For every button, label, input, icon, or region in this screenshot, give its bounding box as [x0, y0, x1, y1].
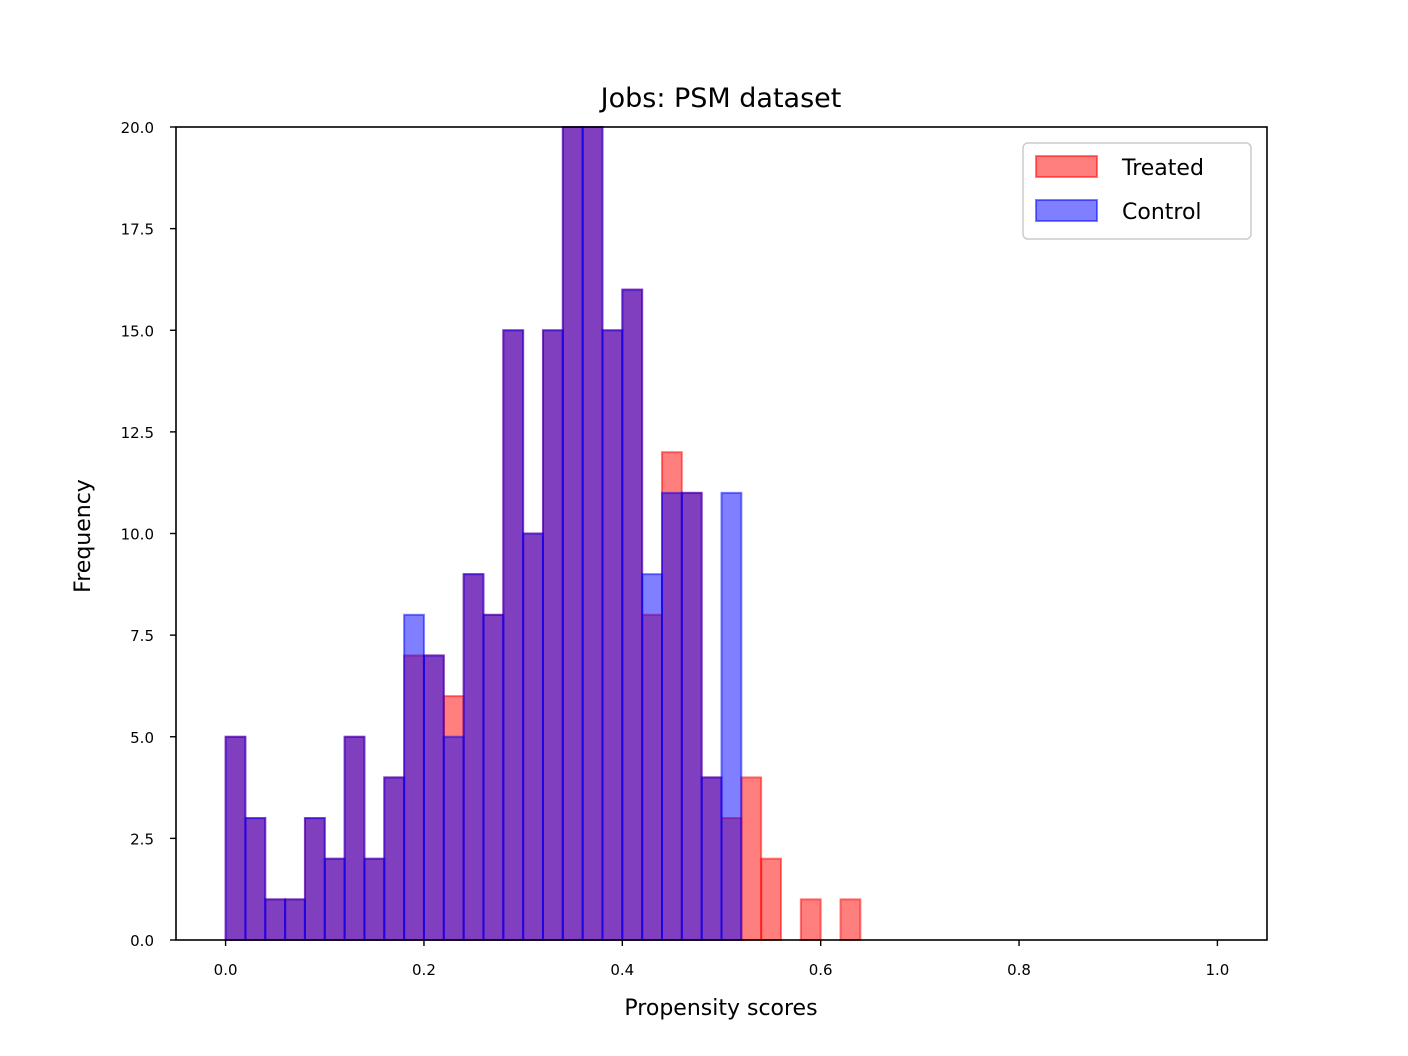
y-tick-label: 17.5 [121, 221, 154, 239]
bar-control [720, 491, 743, 941]
x-tick-label: 0.4 [610, 961, 634, 979]
x-tick-label: 0.2 [412, 961, 436, 979]
x-tick-label: 0.0 [214, 961, 238, 979]
x-axis-label: Propensity scores [624, 996, 817, 1021]
y-tick-label: 5.0 [130, 729, 154, 747]
bar-control [482, 613, 505, 941]
chart-title: Jobs: PSM dataset [599, 83, 842, 114]
bar-control [303, 817, 326, 941]
y-axis-label: Frequency [71, 479, 96, 593]
bar-control [343, 735, 366, 941]
y-tick-label: 12.5 [121, 424, 154, 442]
legend-swatch-control [1035, 199, 1098, 222]
bar-control [284, 898, 306, 941]
bar-control [502, 329, 525, 941]
x-tick-label: 0.8 [1007, 961, 1031, 979]
y-tick-label: 0.0 [130, 932, 154, 950]
bar-control [323, 857, 346, 942]
bar-control [363, 857, 386, 942]
bar-control [244, 817, 267, 941]
y-tick-label: 15.0 [121, 322, 154, 340]
bar-control [621, 288, 644, 942]
legend-swatch-treated [1035, 155, 1098, 178]
bar-control [581, 126, 604, 941]
bar-control [522, 532, 544, 941]
bar-control [224, 735, 247, 941]
bar-treated [740, 776, 763, 942]
bar-control [462, 573, 485, 942]
bar-control [264, 898, 287, 941]
y-tick-label: 10.0 [121, 526, 154, 544]
bar-control [601, 329, 624, 941]
bar-control [680, 491, 703, 941]
bar-control [422, 654, 445, 941]
ticks-layer: 0.0 0.2 0.4 0.6 0.8 1.0 0.0 2.5 5.0 7.5 10.0 12.5 15… [121, 119, 1230, 979]
bar-control [442, 735, 465, 941]
legend: Treated Control [1022, 142, 1252, 240]
legend-label-treated: Treated [1121, 156, 1204, 181]
bar-control [383, 776, 406, 942]
y-tick-label: 20.0 [121, 119, 154, 137]
bar-treated [760, 857, 783, 942]
bar-treated [799, 898, 822, 941]
x-tick-label: 1.0 [1205, 961, 1229, 979]
legend-label-control: Control [1122, 200, 1202, 225]
bar-control [561, 126, 584, 941]
bar-treated [839, 898, 862, 941]
x-tick-label: 0.6 [809, 961, 833, 979]
bar-control [541, 329, 564, 941]
y-tick-label: 7.5 [130, 627, 154, 645]
y-tick-label: 2.5 [130, 830, 154, 848]
bar-control [641, 573, 663, 942]
bar-control [403, 613, 425, 941]
bar-control [700, 776, 723, 942]
bar-control [660, 491, 683, 941]
